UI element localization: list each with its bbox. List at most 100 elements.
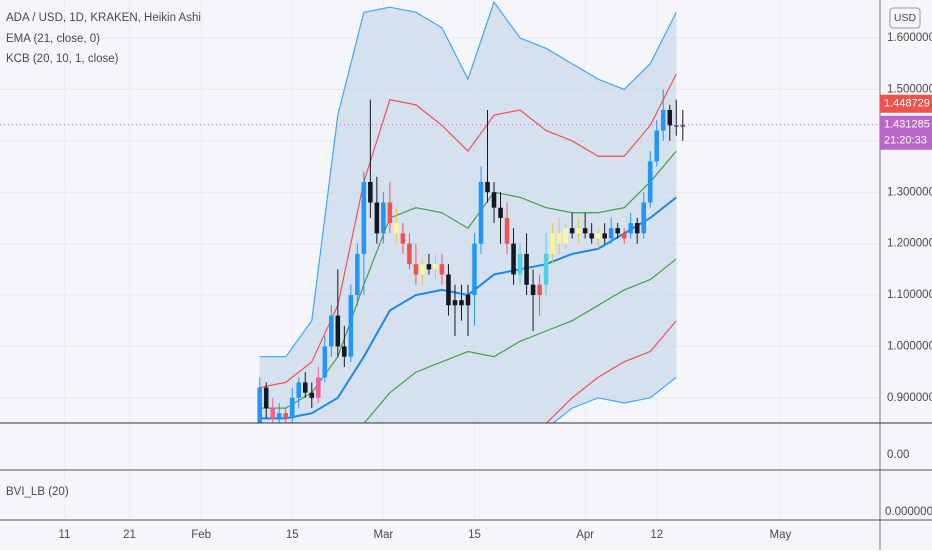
candle-body [550, 233, 555, 254]
price-tag [880, 94, 932, 113]
candle-body [439, 264, 445, 275]
candle-body [355, 253, 360, 296]
candle-body [673, 125, 679, 127]
chart-title: ADA / USD, 1D, KRAKEN, Heikin Ashi [6, 12, 201, 24]
y-tick-label: 1.600000 [887, 32, 932, 44]
band-line [552, 376, 677, 423]
y-tick-label: 1.300000 [887, 186, 932, 198]
candle-body [634, 223, 640, 234]
candle-body [680, 125, 686, 127]
candle-body [368, 181, 373, 203]
indicator-label: EMA (21, close, 0) [6, 33, 100, 45]
candle-body [302, 382, 308, 393]
x-tick-label: 15 [286, 529, 299, 541]
candle-body [511, 243, 516, 275]
x-tick-label: Feb [191, 529, 211, 541]
band-line [259, 0, 677, 358]
candle-body [654, 130, 660, 162]
candle-body [556, 233, 562, 244]
candle-body [452, 300, 458, 306]
candle-body [504, 217, 510, 244]
candle-body [289, 397, 295, 419]
currency: USD [894, 12, 917, 24]
candle-body [667, 109, 673, 126]
candle-body [433, 264, 438, 270]
candle-body [420, 264, 425, 275]
band-line [545, 320, 677, 423]
x-tick-label: 11 [58, 529, 70, 541]
y-tick-label: 1.100000 [887, 289, 932, 301]
candle-body [309, 392, 315, 398]
y-tick-label: 1.000000 [887, 340, 932, 352]
y-tick-label: 0.900000 [887, 392, 932, 404]
candle-body [615, 228, 620, 234]
candle-body [660, 109, 666, 131]
candle-body [537, 284, 542, 296]
candle-body [498, 207, 503, 218]
y-tick-label: 1.200000 [887, 238, 932, 250]
candle-body [407, 243, 412, 265]
candle-body [478, 181, 484, 244]
candle-body [524, 253, 529, 285]
price-tag-label: 1.431285 [884, 119, 930, 131]
candle-body [621, 233, 627, 239]
candle-body [322, 346, 328, 378]
currency-box[interactable] [889, 7, 921, 29]
candle-body [316, 377, 321, 398]
candle-body [342, 346, 347, 357]
x-tick-label: 15 [468, 529, 481, 541]
band-fill [259, 2, 677, 423]
candle-body [413, 264, 419, 275]
candle-body [576, 228, 581, 234]
candle-body [641, 202, 647, 234]
candle-body [530, 284, 536, 296]
candle-body [582, 228, 588, 234]
candle-body [628, 223, 633, 234]
band-line [363, 258, 677, 423]
candle-body [335, 315, 341, 347]
candle-body [361, 181, 367, 254]
candle-body [472, 243, 477, 296]
candle-body [394, 223, 399, 234]
candle-body [263, 387, 269, 409]
x-tick-label: Mar [373, 529, 393, 541]
candle-body [387, 202, 393, 224]
candle-body [270, 408, 275, 419]
candle-body [563, 228, 568, 244]
x-tick-label: May [770, 529, 792, 541]
candle-body [459, 300, 464, 306]
band-line [259, 150, 677, 409]
candle-body [543, 253, 549, 285]
candle-body [329, 315, 334, 347]
indicator-label: KCB (20, 10, 1, close) [6, 53, 119, 65]
candle-body [426, 264, 432, 270]
price-tag [880, 115, 932, 150]
pane3-label: 0.000000 [885, 506, 932, 518]
candle-body [569, 228, 575, 234]
candle-body [276, 413, 282, 419]
x-tick-label: 21 [123, 529, 136, 541]
x-tick-label: Apr [576, 529, 594, 541]
candles-layer [257, 89, 686, 423]
candle-body [491, 192, 497, 208]
candle-body [647, 161, 653, 203]
countdown: 21:20:33 [884, 135, 927, 147]
x-tick-label: 12 [650, 529, 663, 541]
pane2-label: 0.00 [887, 449, 909, 461]
bands-layer [259, 0, 677, 423]
candle-body [517, 253, 523, 275]
candle-body [400, 233, 406, 244]
candle-body [348, 295, 354, 357]
candle-body [608, 228, 614, 239]
pane3-title: BVI_LB (20) [6, 486, 69, 498]
candle-body [589, 233, 594, 239]
y-tick-label: 1.500000 [887, 83, 932, 95]
candle-body [446, 274, 451, 306]
candle-body [257, 387, 262, 423]
candle-body [465, 295, 471, 306]
candle-body [283, 413, 289, 419]
candle-body [296, 382, 302, 398]
candle-body [595, 233, 601, 239]
candle-body [602, 233, 607, 239]
